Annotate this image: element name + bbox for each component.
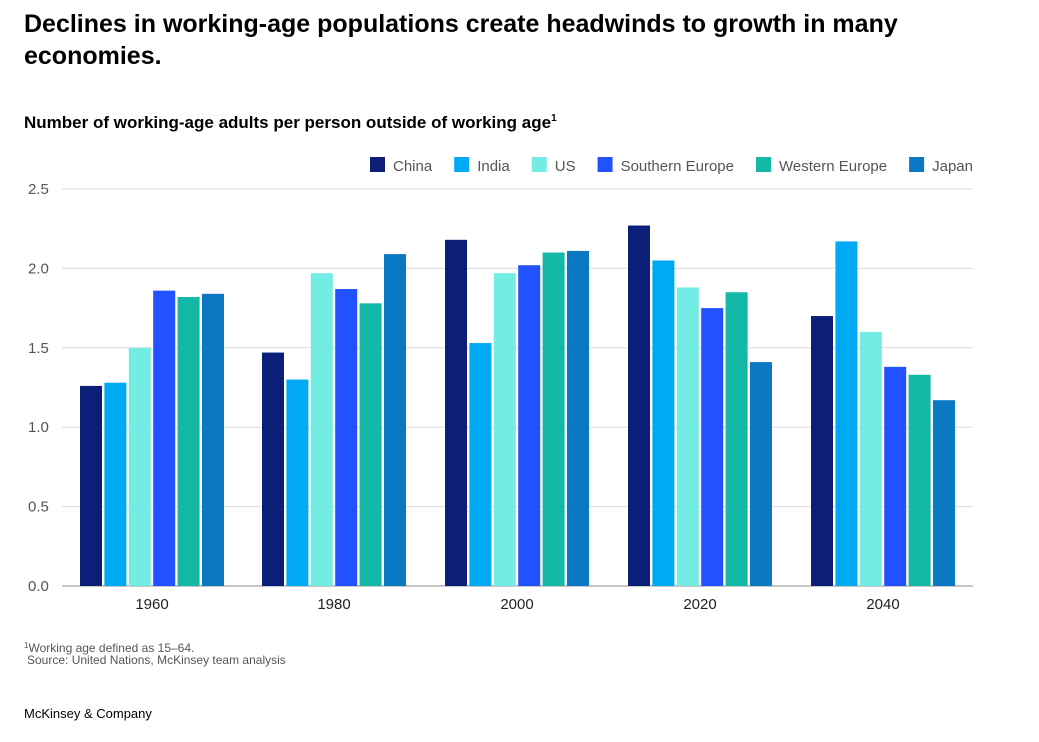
bar-southern-europe-2040: [884, 366, 907, 586]
bar-japan-2040: [933, 400, 955, 586]
bar-us-1980: [310, 273, 333, 586]
bar-india-1960: [104, 382, 127, 586]
bar-southern-europe-1980: [335, 289, 358, 586]
bar-china-1980: [262, 352, 284, 586]
bar-china-2000: [445, 239, 467, 586]
source-note: Source: United Nations, McKinsey team an…: [27, 653, 286, 667]
footnote: 1Working age defined as 15–64.: [24, 638, 194, 656]
y-tick-label: 2.0: [28, 260, 49, 277]
axes: 0.0 0.5 1.0 1.5 2.0 2.5 1960 1980 2000 2020 2040: [28, 181, 900, 613]
chart-title: Declines in working-age populations crea…: [24, 10, 898, 70]
legend-swatch: [454, 157, 470, 172]
legend-swatch: [756, 157, 771, 172]
legend-label: Southern Europe: [621, 158, 734, 175]
bar-japan-2020: [750, 362, 772, 586]
x-tick-label: 1980: [317, 596, 350, 613]
legend: China India US Southern Europe Western Europ…: [370, 157, 973, 175]
brand-name: McKinsey & Company: [24, 706, 152, 721]
y-tick-label: 0.0: [28, 578, 49, 595]
legend-label: Japan: [932, 158, 973, 175]
bar-japan-1960: [202, 293, 224, 586]
legend-label: Western Europe: [779, 158, 887, 175]
x-tick-label: 2040: [866, 596, 899, 613]
footnote-marker: 1: [24, 641, 29, 650]
legend-label: India: [477, 158, 510, 175]
bar-southern-europe-2000: [518, 265, 541, 586]
bar-india-1980: [286, 379, 309, 586]
bar-india-2000: [469, 343, 492, 586]
bar-us-2000: [493, 273, 516, 586]
bar-southern-europe-1960: [153, 290, 176, 586]
bar-chart: 0.0 0.5 1.0 1.5 2.0 2.5 1960 1980 2000 2020 2040 C…: [28, 157, 973, 613]
y-tick-label: 1.0: [28, 419, 49, 436]
legend-swatch: [597, 157, 613, 172]
x-tick-label: 1960: [135, 596, 168, 613]
bar-china-2040: [811, 316, 833, 586]
bar-china-2020: [628, 225, 650, 587]
bar-japan-1980: [384, 254, 406, 586]
bars: [80, 225, 955, 587]
footnote-text: Working age defined as 15–64.: [28, 641, 195, 655]
bar-india-2020: [652, 260, 675, 586]
x-tick-label: 2020: [683, 596, 716, 613]
bar-us-2040: [859, 331, 882, 586]
legend-label: US: [555, 158, 576, 175]
bar-western-europe-2040: [908, 374, 931, 586]
x-tick-label: 2000: [500, 596, 533, 613]
bar-india-2040: [835, 241, 858, 586]
bar-us-2020: [676, 287, 699, 586]
legend-swatch: [370, 157, 385, 172]
bar-us-1960: [128, 347, 151, 586]
bar-japan-2000: [567, 250, 589, 586]
y-tick-label: 2.5: [28, 181, 49, 198]
legend-label: China: [393, 158, 433, 175]
bar-western-europe-2020: [725, 292, 748, 586]
subtitle-text: Number of working-age adults per person …: [24, 113, 552, 132]
legend-swatch: [909, 157, 925, 172]
bar-southern-europe-2020: [701, 308, 724, 586]
subtitle-footnote-marker: 1: [551, 113, 557, 124]
y-tick-label: 1.5: [28, 340, 49, 357]
bar-western-europe-1960: [177, 296, 200, 586]
bar-western-europe-2000: [542, 252, 565, 586]
bar-western-europe-1980: [359, 303, 382, 586]
bar-china-1960: [80, 385, 102, 586]
legend-swatch: [531, 157, 547, 172]
y-tick-label: 0.5: [28, 499, 49, 516]
chart-subtitle: Number of working-age adults per person …: [24, 108, 557, 134]
